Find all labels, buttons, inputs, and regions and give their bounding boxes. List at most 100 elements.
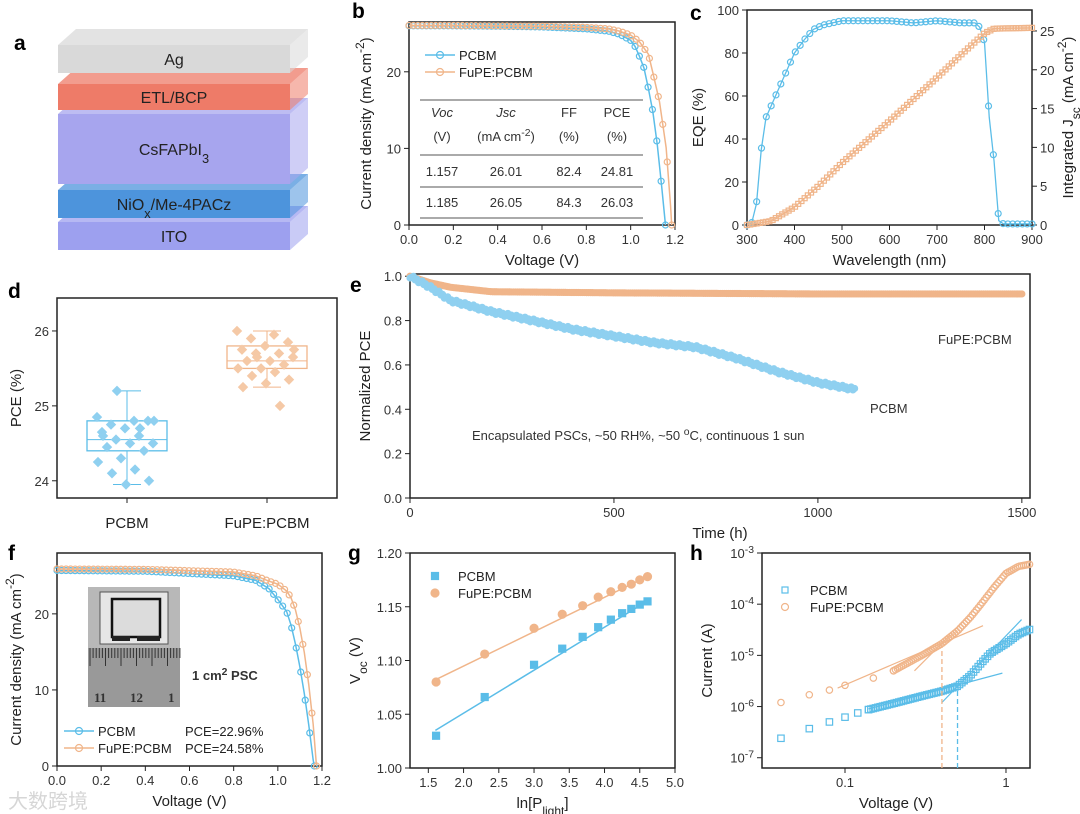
- data-point: [926, 17, 935, 25]
- chart-h: [757, 552, 1034, 773]
- text-run: 84.3: [556, 195, 581, 210]
- data-point: [538, 22, 547, 30]
- data-point: [167, 566, 175, 574]
- data-point: [208, 567, 216, 575]
- text-run: 15: [1040, 102, 1054, 117]
- data-point: [1009, 220, 1017, 228]
- x-tick-label: 3.5: [560, 775, 578, 790]
- data-point: [516, 22, 524, 30]
- data-point: [265, 585, 273, 593]
- text-run: 0.2: [384, 447, 402, 462]
- data-point: [981, 655, 989, 663]
- data-point: [91, 411, 103, 423]
- data-point: [964, 615, 973, 624]
- y-tick-label: 0.2: [384, 447, 402, 462]
- text-run: ): [1060, 37, 1077, 42]
- data-point: [278, 359, 290, 370]
- text-run: 500: [603, 505, 625, 520]
- x-tick-label: 0: [406, 505, 413, 520]
- table-cell: 84.3: [556, 195, 581, 210]
- data-point: [984, 102, 993, 110]
- text-run: -7: [745, 749, 754, 760]
- data-point: [543, 22, 551, 30]
- data-point: [292, 644, 300, 652]
- data-point: [897, 18, 906, 26]
- text-run: Integrated J: [1060, 119, 1077, 198]
- text-run: 20: [725, 175, 739, 190]
- text-run: PCBM: [105, 515, 148, 532]
- data-point: [274, 596, 282, 604]
- data-point: [593, 592, 603, 602]
- data-point: [747, 221, 754, 228]
- x-tick-label: 500: [831, 232, 853, 247]
- data-point: [951, 18, 959, 26]
- text-run: ): [8, 573, 25, 578]
- data-point: [654, 92, 662, 101]
- data-point: [121, 565, 129, 573]
- data-point: [631, 42, 639, 51]
- text-run: ]: [564, 795, 568, 812]
- legend-fupe: FuPE:PCBM: [810, 600, 884, 615]
- data-point: [171, 566, 179, 574]
- y-axis-label: Current density (mA cm-2): [3, 573, 25, 745]
- text-run: o: [684, 427, 690, 438]
- data-point: [458, 21, 467, 30]
- text-run: 0.0: [384, 491, 402, 506]
- data-point: [1025, 24, 1032, 32]
- jsc-line: [746, 27, 1033, 226]
- data-point: [592, 24, 600, 32]
- data-point: [529, 623, 539, 633]
- data-point: [956, 623, 965, 632]
- data-point: [288, 624, 296, 632]
- text-run: (%): [559, 129, 579, 144]
- x-tick-label: 800: [974, 232, 996, 247]
- text-run: 5: [1040, 179, 1047, 194]
- data-point: [641, 45, 649, 54]
- data-point: [236, 344, 248, 355]
- text-run: 0.6: [533, 232, 551, 247]
- y-tick-label: 0: [394, 218, 401, 233]
- legend-fupe: FuPE:PCBM: [459, 65, 533, 80]
- data-point: [759, 219, 767, 226]
- data-point: [255, 363, 267, 374]
- x-tick-label: 1.2: [666, 232, 684, 247]
- data-point: [878, 17, 886, 25]
- table-cell: 26.05: [490, 195, 523, 210]
- data-point: [1028, 24, 1036, 31]
- data-point: [574, 23, 582, 31]
- data-point: [92, 456, 104, 468]
- data-point: [485, 22, 493, 30]
- data-point: [806, 29, 814, 38]
- data-point: [827, 171, 834, 178]
- data-point: [290, 601, 298, 609]
- data-point: [653, 137, 661, 145]
- data-point: [596, 24, 605, 32]
- data-point: [119, 423, 131, 434]
- x-tick-label: 4.5: [631, 775, 649, 790]
- data-point: [101, 441, 113, 453]
- x-axis-label: Voltage (V): [859, 795, 933, 812]
- layer-4: [58, 222, 290, 250]
- data-point: [618, 609, 627, 618]
- data-point: [772, 215, 779, 222]
- data-point: [987, 27, 994, 34]
- data-point: [85, 565, 93, 573]
- data-point: [74, 726, 84, 736]
- text-run: ETL/BCP: [141, 90, 208, 107]
- data-point: [503, 22, 511, 30]
- text-run: 26.03: [601, 195, 634, 210]
- text-run: Encapsulated PSCs, ~50 RH%, ~50: [472, 428, 684, 443]
- text-run: 3.5: [560, 775, 578, 790]
- data-point: [873, 17, 882, 25]
- data-point: [556, 23, 564, 31]
- data-point: [62, 565, 70, 573]
- data-point: [1006, 25, 1013, 32]
- data-point: [606, 615, 615, 624]
- data-point: [1016, 25, 1023, 32]
- x-tick-label: 0.6: [180, 773, 198, 788]
- x-axis-label: Wavelength (nm): [833, 252, 947, 269]
- data-point: [756, 219, 763, 227]
- data-point: [936, 17, 944, 25]
- x-tick-label: 0.4: [136, 773, 154, 788]
- text-run: -2: [521, 128, 530, 139]
